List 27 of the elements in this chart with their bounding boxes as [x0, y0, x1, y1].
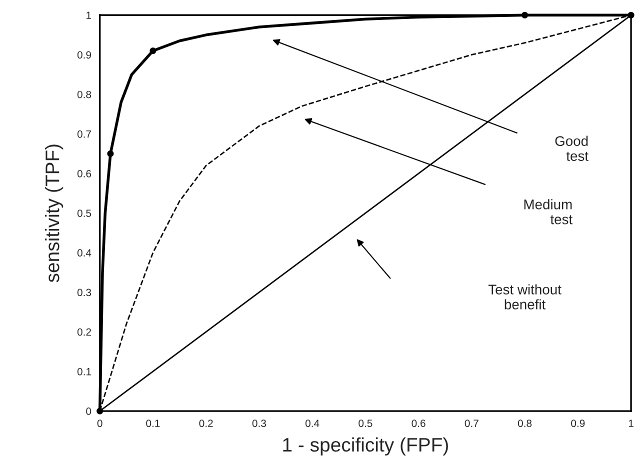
x-tick-label: 0: [97, 420, 102, 428]
y-tick-label: 0.9: [77, 51, 92, 59]
y-axis-title: sensitivity (TPF): [45, 144, 64, 282]
y-tick-label: 0.6: [77, 170, 92, 178]
y-tick-label: 0.5: [77, 210, 92, 217]
x-tick-label: 0.9: [571, 420, 585, 428]
x-axis-title: 1 - specificity (FPF): [283, 437, 448, 456]
x-tick-label: 0.2: [199, 420, 213, 428]
x-tick-label: 0.1: [146, 420, 160, 428]
annotation: Test without benefit: [488, 284, 562, 310]
x-tick-label: 0.3: [252, 420, 266, 428]
x-tick-label: 0.5: [358, 420, 372, 428]
y-tick-label: 0.7: [77, 130, 91, 138]
y-tick-label: 0.1: [77, 368, 91, 376]
annotation: Good test: [555, 136, 588, 161]
x-tick-label: 0.4: [305, 420, 320, 428]
y-tick-label: 0: [86, 408, 92, 415]
x-tick-label: 0.7: [464, 420, 478, 428]
x-tick-label: 0.6: [412, 420, 426, 428]
y-tick-label: 0.8: [77, 90, 92, 98]
y-tick-label: 0.2: [77, 328, 91, 336]
x-tick-label: 0.8: [518, 420, 532, 428]
annotation: Medium test: [524, 199, 573, 224]
y-tick-label: 0.4: [77, 249, 92, 257]
y-tick-label: 1: [86, 12, 91, 19]
x-tick-label: 1: [628, 420, 634, 427]
y-tick-label: 0.3: [77, 288, 92, 296]
